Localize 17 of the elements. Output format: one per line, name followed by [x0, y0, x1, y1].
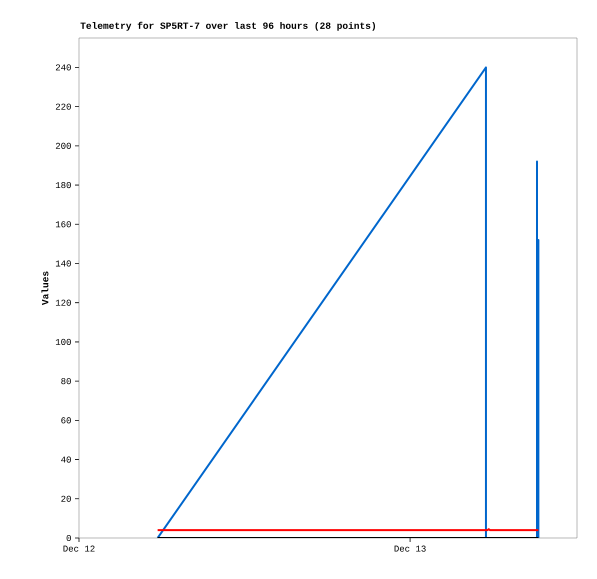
y-axis-title: Values — [41, 271, 48, 306]
y-tick-label: 120 — [56, 300, 71, 306]
y-tick-label: 140 — [56, 260, 71, 267]
chart-title: Telemetry for SP5RT-7 over last 96 hours (28 points) — [80, 22, 376, 31]
y-tick-label: 160 — [56, 221, 71, 228]
y-tick-label: 60 — [61, 417, 71, 424]
y-tick-label: 80 — [61, 378, 71, 384]
y-tick-label: 200 — [56, 142, 71, 149]
y-tick-label: 0 — [66, 534, 71, 542]
x-tick-label: Dec 12 — [64, 546, 95, 552]
y-tick-label: 220 — [56, 104, 71, 110]
y-tick-label: 100 — [56, 338, 71, 345]
x-tick-label: Dec 13 — [394, 546, 426, 552]
y-tick-label: 240 — [56, 64, 71, 70]
y-tick-label: 20 — [61, 496, 71, 502]
y-tick-label: 40 — [61, 456, 71, 463]
y-tick-label: 180 — [56, 182, 71, 188]
